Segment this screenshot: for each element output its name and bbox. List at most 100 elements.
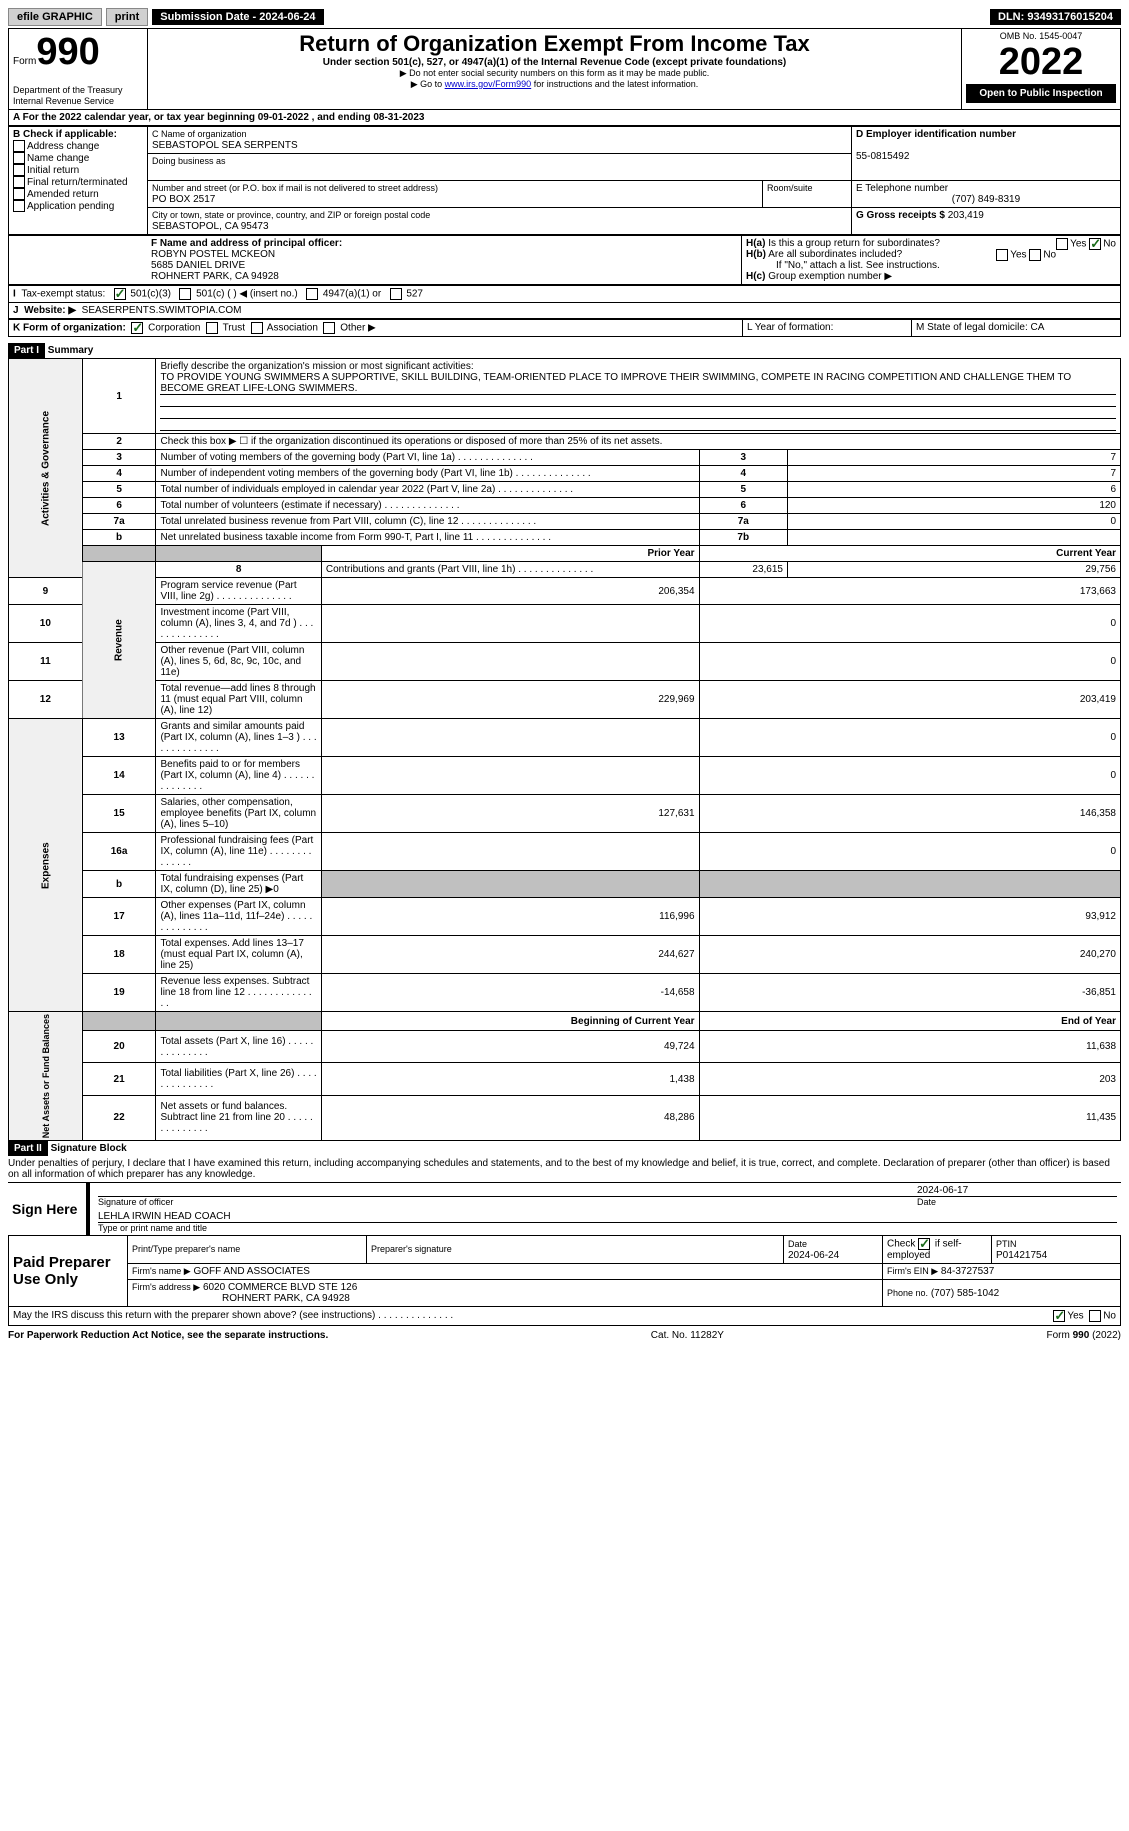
row-4: 4Number of independent voting members of… bbox=[9, 466, 1121, 482]
declaration: Under penalties of perjury, I declare th… bbox=[8, 1156, 1121, 1183]
city-value: SEBASTOPOL, CA 95473 bbox=[152, 221, 269, 232]
check-application-pending[interactable]: Application pending bbox=[13, 201, 114, 212]
street-value: PO BOX 2517 bbox=[152, 194, 215, 205]
dln: DLN: 93493176015204 bbox=[990, 9, 1121, 25]
box-l: L Year of formation: bbox=[743, 320, 912, 337]
discuss-yes[interactable] bbox=[1053, 1310, 1065, 1322]
vlabel-governance: Activities & Governance bbox=[9, 359, 83, 578]
omb-number: OMB No. 1545-0047 bbox=[966, 31, 1116, 41]
row-5: 5Total number of individuals employed in… bbox=[9, 482, 1121, 498]
ptin-label: PTIN bbox=[996, 1239, 1017, 1249]
ha-no[interactable] bbox=[1089, 238, 1101, 250]
org-name-label: C Name of organization bbox=[152, 129, 247, 139]
date-label: Date bbox=[917, 1197, 1117, 1207]
paid-preparer-block: Paid Preparer Use Only Print/Type prepar… bbox=[8, 1235, 1121, 1307]
status-block: I Tax-exempt status: 501(c)(3) 501(c) ( … bbox=[8, 285, 1121, 319]
form-label: Form bbox=[13, 56, 36, 67]
firm-addr2: ROHNERT PARK, CA 94928 bbox=[132, 1293, 350, 1304]
officer-addr2: ROHNERT PARK, CA 94928 bbox=[151, 271, 279, 282]
hb-yes[interactable] bbox=[996, 249, 1008, 261]
discuss-row: May the IRS discuss this return with the… bbox=[8, 1307, 1121, 1326]
check-final-return[interactable]: Final return/terminated bbox=[13, 177, 128, 188]
current-year-header: Current Year bbox=[699, 546, 1120, 562]
submission-date: Submission Date - 2024-06-24 bbox=[152, 9, 323, 25]
check-4947[interactable] bbox=[306, 288, 318, 300]
check-name-change[interactable]: Name change bbox=[13, 153, 89, 164]
part1-table: Activities & Governance 1 Briefly descri… bbox=[8, 358, 1121, 1141]
ha-label: Is this a group return for subordinates? bbox=[768, 238, 940, 249]
check-501c3[interactable] bbox=[114, 288, 126, 300]
sig-date: 2024-06-17 bbox=[917, 1185, 1117, 1196]
firm-phone-label: Phone no. bbox=[887, 1288, 928, 1298]
check-association[interactable] bbox=[251, 322, 263, 334]
check-corporation[interactable] bbox=[131, 322, 143, 334]
ein-label: D Employer identification number bbox=[856, 129, 1016, 140]
sig-officer-label: Signature of officer bbox=[98, 1197, 917, 1207]
officer-label: F Name and address of principal officer: bbox=[151, 238, 342, 249]
check-initial-return[interactable]: Initial return bbox=[13, 165, 79, 176]
form-title: Return of Organization Exempt From Incom… bbox=[152, 31, 957, 57]
website-value: SEASERPENTS.SWIMTOPIA.COM bbox=[82, 305, 242, 316]
form-subtitle-3: ▶ Go to www.irs.gov/Form990 for instruct… bbox=[152, 79, 957, 90]
firm-name-label: Firm's name ▶ bbox=[132, 1266, 191, 1276]
irs-link[interactable]: www.irs.gov/Form990 bbox=[445, 79, 532, 89]
part1-title: Summary bbox=[48, 345, 94, 356]
discuss-no[interactable] bbox=[1089, 1310, 1101, 1322]
check-trust[interactable] bbox=[206, 322, 218, 334]
hb-note: If "No," attach a list. See instructions… bbox=[746, 260, 940, 271]
check-self-employed[interactable]: Check if self-employed bbox=[883, 1236, 992, 1264]
box-k-label: K Form of organization: bbox=[13, 323, 126, 334]
row-7b: bNet unrelated business taxable income f… bbox=[9, 530, 1121, 546]
form-number: 990 bbox=[36, 31, 99, 73]
mission-text: TO PROVIDE YOUNG SWIMMERS A SUPPORTIVE, … bbox=[160, 372, 1116, 395]
vlabel-netassets: Net Assets or Fund Balances bbox=[9, 1012, 83, 1141]
part2-title: Signature Block bbox=[51, 1143, 127, 1154]
ein-value: 55-0815492 bbox=[856, 151, 909, 162]
gross-receipts-label: G Gross receipts $ bbox=[856, 210, 945, 221]
firm-name: GOFF AND ASSOCIATES bbox=[193, 1266, 310, 1277]
prep-date: 2024-06-24 bbox=[788, 1250, 839, 1261]
check-501c[interactable] bbox=[179, 288, 191, 300]
officer-printed-label: Type or print name and title bbox=[98, 1223, 1117, 1233]
firm-ein: 84-3727537 bbox=[941, 1266, 994, 1277]
tax-status-label: Tax-exempt status: bbox=[21, 289, 105, 300]
box-b-label: B Check if applicable: bbox=[13, 129, 117, 140]
org-form-block: K Form of organization: Corporation Trus… bbox=[8, 319, 1121, 337]
gross-receipts-value: 203,419 bbox=[948, 210, 984, 221]
prep-date-label: Date bbox=[788, 1239, 807, 1249]
check-amended[interactable]: Amended return bbox=[13, 189, 99, 200]
efile-button[interactable]: efile GRAPHIC bbox=[8, 8, 102, 26]
tax-year: 2022 bbox=[966, 41, 1116, 84]
street-label: Number and street (or P.O. box if mail i… bbox=[152, 183, 438, 193]
footer-mid: Cat. No. 11282Y bbox=[651, 1330, 724, 1341]
prep-sig-label: Preparer's signature bbox=[371, 1244, 452, 1254]
firm-phone: (707) 585-1042 bbox=[931, 1288, 999, 1299]
page-footer: For Paperwork Reduction Act Notice, see … bbox=[8, 1330, 1121, 1341]
check-other[interactable] bbox=[323, 322, 335, 334]
website-label: Website: ▶ bbox=[24, 305, 76, 316]
phone-label: E Telephone number bbox=[856, 183, 948, 194]
form-subtitle-1: Under section 501(c), 527, or 4947(a)(1)… bbox=[152, 57, 957, 68]
hb-no[interactable] bbox=[1029, 249, 1041, 261]
ptin-value: P01421754 bbox=[996, 1250, 1047, 1261]
ha-yes[interactable] bbox=[1056, 238, 1068, 250]
box-m: M State of legal domicile: CA bbox=[912, 320, 1121, 337]
officer-block: F Name and address of principal officer:… bbox=[8, 235, 1121, 285]
footer-right: Form 990 (2022) bbox=[1047, 1330, 1121, 1341]
officer-name: ROBYN POSTEL MCKEON bbox=[151, 249, 275, 260]
topbar: efile GRAPHIC print Submission Date - 20… bbox=[8, 8, 1121, 26]
hc-label: Group exemption number ▶ bbox=[768, 271, 892, 282]
print-button[interactable]: print bbox=[106, 8, 148, 26]
mission-label: Briefly describe the organization's miss… bbox=[160, 361, 473, 372]
phone-value: (707) 849-8319 bbox=[856, 194, 1116, 205]
check-527[interactable] bbox=[390, 288, 402, 300]
room-label: Room/suite bbox=[767, 183, 813, 193]
hb-label: Are all subordinates included? bbox=[768, 249, 902, 260]
begin-year-header: Beginning of Current Year bbox=[321, 1012, 699, 1031]
open-inspection: Open to Public Inspection bbox=[966, 84, 1116, 103]
sign-here-block: Sign Here 2024-06-17 Signature of office… bbox=[8, 1183, 1121, 1235]
check-address-change[interactable]: Address change bbox=[13, 141, 99, 152]
firm-addr1: 6020 COMMERCE BLVD STE 126 bbox=[203, 1282, 357, 1293]
firm-addr-label: Firm's address ▶ bbox=[132, 1282, 200, 1292]
firm-ein-label: Firm's EIN ▶ bbox=[887, 1266, 938, 1276]
